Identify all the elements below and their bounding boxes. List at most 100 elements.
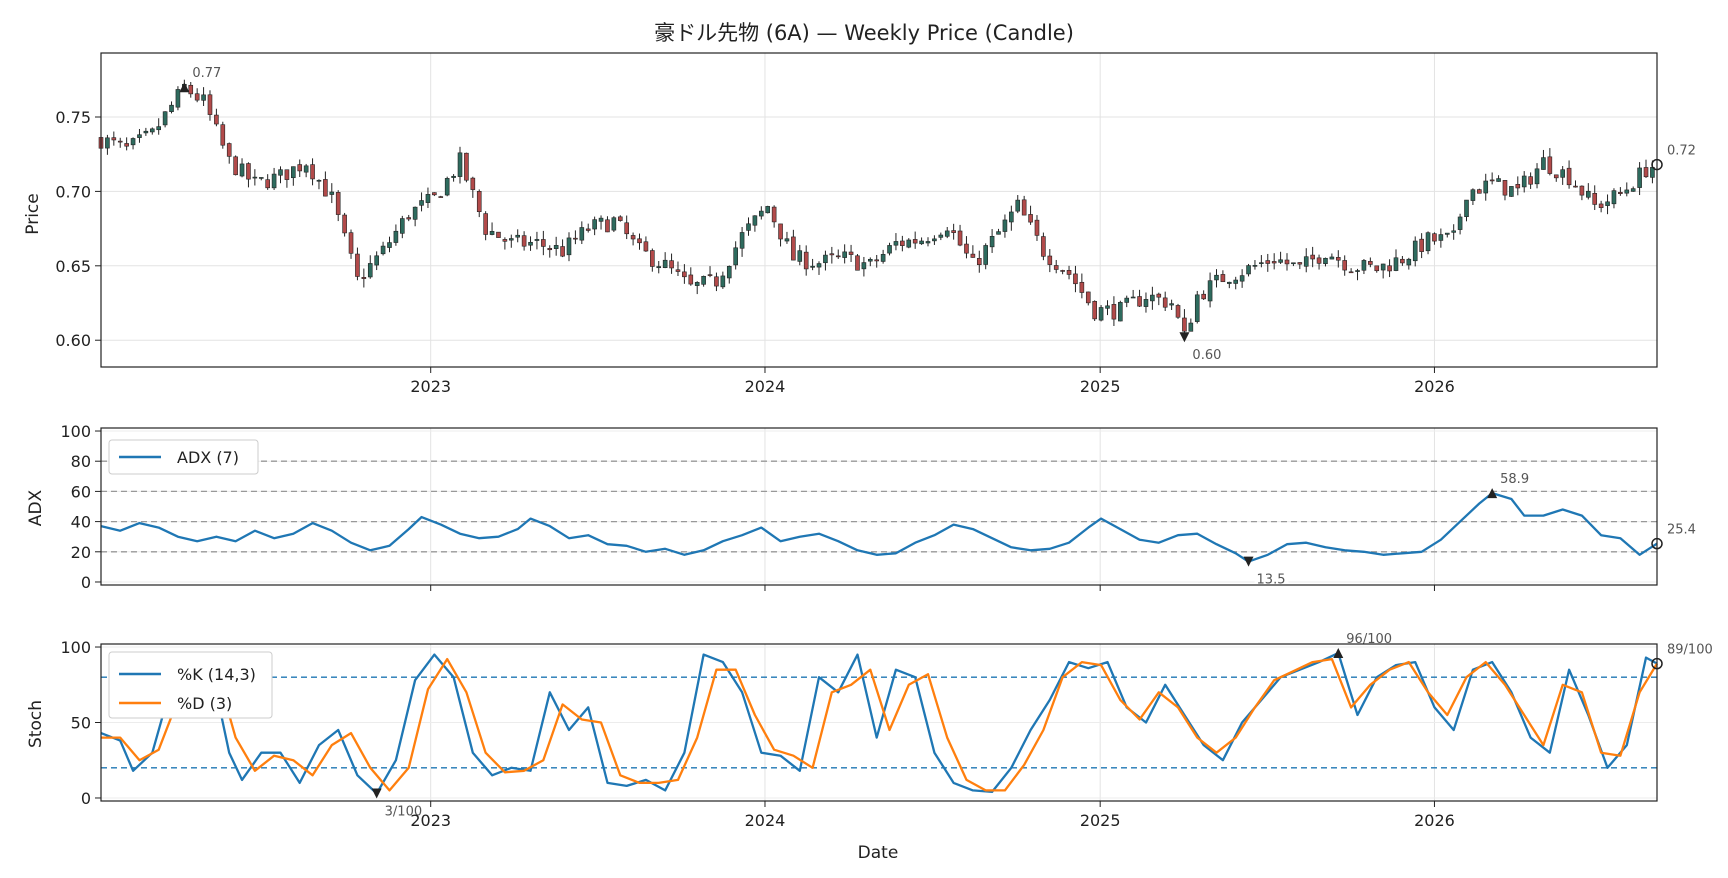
candle-body xyxy=(1534,168,1540,185)
candle-body xyxy=(771,206,777,223)
candle-body xyxy=(323,179,328,197)
candle-body xyxy=(944,230,950,237)
candle-body xyxy=(521,235,527,247)
candle-body xyxy=(1246,265,1251,275)
candle-body xyxy=(425,194,431,203)
candle-body xyxy=(1586,190,1591,198)
candle-body xyxy=(541,239,546,247)
adx-ytick-label: 100 xyxy=(60,422,91,441)
candle-body xyxy=(951,230,956,233)
stoch-min-label-bg xyxy=(382,803,417,820)
adx-grid xyxy=(101,428,1657,585)
candle-body xyxy=(508,238,514,241)
candle-body xyxy=(932,238,937,242)
candle-body xyxy=(880,254,886,262)
adx-ytick-label: 60 xyxy=(71,482,91,501)
candle-body xyxy=(1509,186,1514,197)
price-annotations: 0.77 0.60 0.72 xyxy=(179,66,1696,364)
adx-xticks xyxy=(430,585,1435,591)
candle-body xyxy=(1451,230,1456,233)
price-xtick-label: 2026 xyxy=(1414,377,1455,396)
candle-body xyxy=(271,173,277,189)
candle-body xyxy=(765,206,771,214)
candle-body xyxy=(335,192,341,215)
candle-body xyxy=(1252,265,1258,267)
candle-body xyxy=(733,247,738,266)
candle-body xyxy=(393,230,399,243)
candle-body xyxy=(996,231,1001,235)
candle-body xyxy=(1233,279,1239,284)
candle-body xyxy=(1162,297,1168,308)
candle-body xyxy=(1630,188,1636,192)
price-yticks: 0.60 0.65 0.70 0.75 xyxy=(55,108,101,350)
candle-body xyxy=(1470,189,1476,201)
price-last-label: 0.72 xyxy=(1667,144,1696,159)
candle-body xyxy=(720,275,726,288)
stoch-grid xyxy=(101,644,1657,801)
candle-body xyxy=(1380,263,1386,271)
candle-body xyxy=(1271,261,1277,264)
candle-body xyxy=(1618,191,1623,194)
candle-body xyxy=(355,253,360,277)
stoch-series-line xyxy=(101,657,1658,792)
candle-body xyxy=(643,241,649,252)
candle-body xyxy=(1316,257,1322,264)
candle-body xyxy=(1483,180,1489,194)
adx-series-line xyxy=(100,491,1658,563)
candle-body xyxy=(682,271,687,278)
candle-body xyxy=(566,237,572,256)
candle-body xyxy=(451,175,456,178)
candle-body xyxy=(1419,238,1424,252)
candle-body xyxy=(220,124,226,146)
candle-body xyxy=(1169,303,1174,306)
candle-body xyxy=(169,104,174,112)
candle-body xyxy=(367,263,373,278)
candle-body xyxy=(1028,214,1033,223)
candle-body xyxy=(855,255,860,271)
candle-body xyxy=(303,165,309,173)
candle-body xyxy=(1624,189,1630,194)
candle-body xyxy=(746,223,751,231)
candle-body xyxy=(867,258,873,262)
price-grid xyxy=(101,53,1657,367)
price-xtick-label: 2023 xyxy=(410,377,451,396)
candle-body xyxy=(1496,178,1501,182)
candle-body xyxy=(964,243,969,254)
candle-body xyxy=(605,219,610,233)
candle-body xyxy=(1124,297,1130,303)
price-panel: 0.770.600.72 0.600.650.700.75 2023 2024 20… xyxy=(23,52,1696,396)
candle-body xyxy=(675,269,681,272)
candle-body xyxy=(656,266,662,269)
adx-last-label: 25.4 xyxy=(1667,523,1696,538)
candle-body xyxy=(111,137,117,141)
candle-body xyxy=(874,259,880,262)
adx-ylabel: ADX xyxy=(26,489,46,526)
price-candles xyxy=(98,79,1655,337)
candle-body xyxy=(239,163,245,177)
adx-ytick-label: 20 xyxy=(71,543,91,562)
candle-body xyxy=(842,251,847,258)
candle-body xyxy=(1393,257,1399,271)
stoch-ylabel: Stoch xyxy=(26,700,46,748)
candle-body xyxy=(592,219,597,230)
candle-body xyxy=(1374,265,1380,272)
candle-body xyxy=(444,178,450,196)
stoch-ytick-label: 50 xyxy=(71,714,91,733)
price-max-marker xyxy=(179,82,190,93)
candle-body xyxy=(1182,317,1187,332)
candle-body xyxy=(1303,256,1309,267)
candle-body xyxy=(1406,258,1412,266)
price-xtick-label: 2025 xyxy=(1080,377,1121,396)
candle-body xyxy=(1342,260,1348,271)
candle-body xyxy=(1188,322,1194,332)
candle-body xyxy=(784,238,790,242)
candle-body xyxy=(194,93,200,101)
candle-body xyxy=(989,236,995,248)
price-xticks: 2023 2024 2025 2026 xyxy=(410,367,1455,396)
candle-body xyxy=(265,179,270,189)
candle-body xyxy=(438,196,444,198)
candle-body xyxy=(1085,291,1091,304)
stoch-legend-box xyxy=(108,651,273,719)
candle-body xyxy=(406,217,412,220)
